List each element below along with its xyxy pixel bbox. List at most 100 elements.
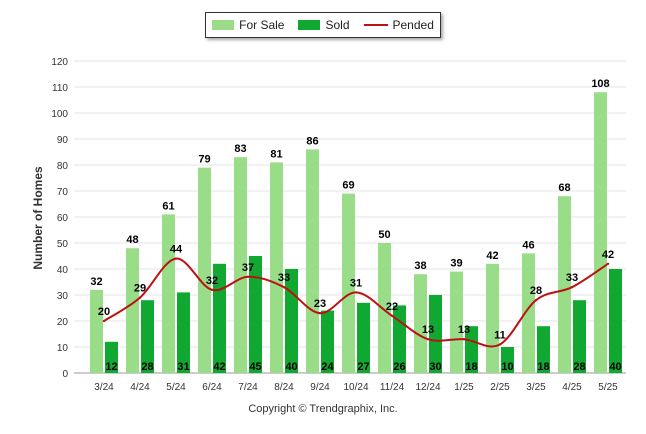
for-sale-bar — [558, 196, 571, 373]
y-tick-label: 80 — [57, 161, 69, 172]
for-sale-bar — [198, 167, 211, 373]
for-sale-bar — [450, 271, 463, 373]
pended-point — [462, 338, 466, 341]
for-sale-bar — [594, 92, 607, 373]
for-sale-label: 79 — [198, 154, 210, 166]
x-tick-label: 11/24 — [380, 382, 405, 393]
x-tick-label: 9/24 — [310, 382, 330, 393]
pended-point — [318, 312, 322, 315]
for-sale-label: 86 — [306, 135, 318, 147]
y-tick-label: 110 — [52, 83, 68, 94]
legend-item-sold: Sold — [298, 18, 350, 32]
pended-label: 42 — [602, 249, 614, 261]
sold-bar — [141, 300, 154, 373]
sold-bar — [177, 292, 190, 373]
pended-label: 32 — [206, 275, 218, 287]
for-sale-bar — [486, 263, 499, 373]
for-sale-label: 61 — [162, 200, 174, 212]
for-sale-bar — [306, 149, 319, 373]
legend-label-for-sale: For Sale — [239, 18, 285, 32]
sold-bar — [609, 269, 622, 373]
sold-bar — [501, 347, 514, 373]
pended-point — [102, 319, 106, 323]
for-sale-label: 42 — [486, 250, 498, 262]
pended-label: 22 — [386, 301, 398, 313]
y-tick-label: 10 — [57, 343, 69, 354]
pended-label: 33 — [566, 272, 578, 284]
y-tick-label: 60 — [57, 213, 69, 224]
pended-label: 33 — [278, 272, 290, 284]
for-sale-bar — [342, 193, 355, 373]
for-sale-label: 32 — [90, 276, 102, 288]
y-tick-label: 0 — [62, 369, 68, 380]
sold-label: 42 — [213, 361, 225, 373]
sold-bar — [249, 256, 262, 373]
sold-label: 10 — [501, 361, 513, 373]
legend-swatch-pended — [363, 24, 388, 26]
for-sale-label: 69 — [342, 180, 354, 192]
sold-bar — [105, 341, 118, 373]
y-tick-label: 30 — [57, 291, 69, 302]
pended-label: 23 — [314, 298, 326, 310]
pended-point — [138, 296, 142, 299]
sold-label: 12 — [105, 361, 117, 373]
for-sale-bar — [522, 253, 535, 373]
pended-label: 44 — [170, 244, 183, 256]
pended-point — [210, 288, 214, 291]
pended-point — [498, 343, 502, 346]
for-sale-label: 39 — [450, 258, 462, 270]
legend-label-sold: Sold — [325, 18, 350, 32]
x-tick-label: 4/24 — [130, 382, 150, 393]
sold-bar — [357, 302, 370, 373]
x-tick-label: 3/24 — [94, 382, 114, 393]
y-axis-ticks: 0 10 20 30 40 50 60 70 80 90 100 110 120 — [51, 57, 68, 380]
for-sale-label: 83 — [234, 143, 246, 155]
sold-bar — [537, 326, 550, 373]
legend-swatch-for-sale — [212, 20, 235, 30]
pended-label: 13 — [458, 324, 470, 336]
x-tick-label: 5/24 — [166, 382, 186, 393]
x-tick-label: 7/24 — [238, 382, 258, 393]
legend-swatch-sold — [298, 20, 321, 30]
x-tick-label: 10/24 — [343, 382, 368, 393]
for-sale-label: 81 — [270, 148, 282, 160]
sold-label: 18 — [465, 361, 477, 373]
y-axis-label: Number of Homes — [31, 166, 45, 270]
y-tick-label: 70 — [57, 187, 69, 198]
pended-point — [282, 286, 286, 289]
sold-bar — [465, 326, 478, 373]
for-sale-bar — [162, 214, 175, 373]
sold-label: 31 — [177, 361, 189, 373]
pended-label: 28 — [530, 285, 542, 297]
for-sale-label: 50 — [378, 229, 390, 241]
legend-item-for-sale: For Sale — [212, 18, 284, 32]
pended-point — [570, 286, 574, 289]
pended-label: 29 — [134, 283, 146, 295]
x-tick-label: 1/25 — [454, 382, 474, 393]
x-tick-label: 3/25 — [526, 382, 546, 393]
for-sale-bar — [90, 289, 103, 373]
y-tick-label: 90 — [57, 135, 69, 146]
for-sale-label: 46 — [522, 239, 534, 251]
sold-label: 45 — [249, 361, 261, 373]
pended-point — [426, 338, 430, 341]
for-sale-bar — [234, 157, 247, 373]
y-tick-label: 50 — [57, 239, 69, 250]
pended-point — [246, 275, 250, 278]
sold-bar — [573, 300, 586, 373]
pended-point — [354, 291, 358, 294]
sold-bar — [429, 295, 442, 373]
sold-label: 40 — [285, 361, 297, 373]
y-tick-label: 100 — [51, 109, 68, 120]
y-tick-label: 40 — [57, 265, 69, 276]
for-sale-bar — [270, 162, 283, 373]
for-sale-label: 48 — [126, 234, 138, 246]
for-sale-label: 38 — [414, 260, 426, 272]
for-sale-bar — [414, 274, 427, 373]
copyright-footer: Copyright © Trendgraphix, Inc. — [248, 403, 398, 415]
sold-label: 27 — [357, 361, 369, 373]
sold-bar — [285, 269, 298, 373]
legend-item-pended: Pended — [363, 18, 434, 32]
y-tick-label: 120 — [51, 57, 68, 68]
